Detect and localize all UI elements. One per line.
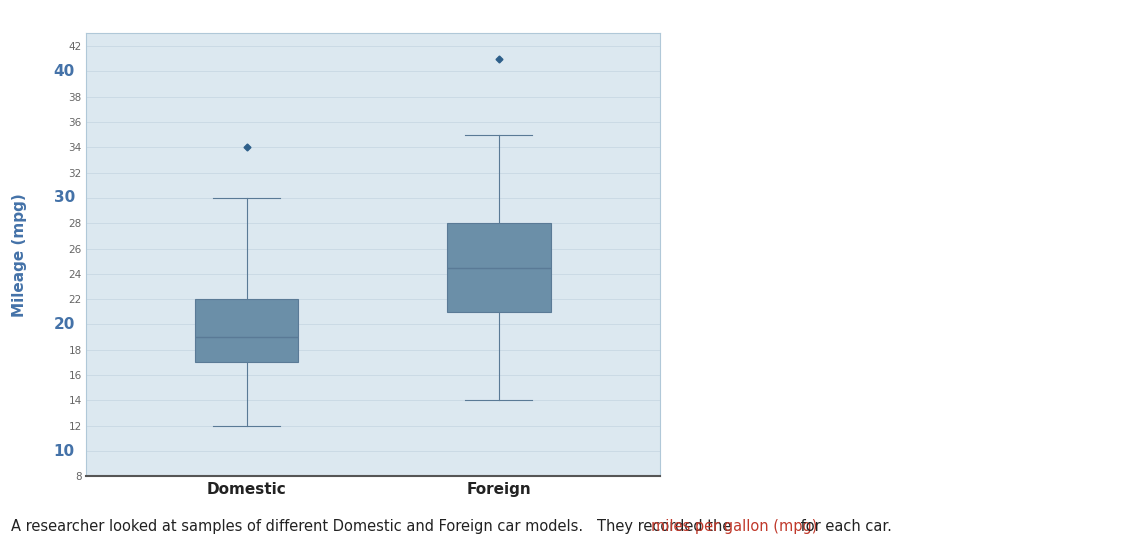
Text: 30: 30 — [54, 191, 75, 206]
Text: 10: 10 — [54, 444, 75, 459]
Text: for each car.: for each car. — [796, 519, 892, 534]
Text: miles per gallon (mpg): miles per gallon (mpg) — [651, 519, 818, 534]
Text: A researcher looked at samples of different Domestic and Foreign car models.   T: A researcher looked at samples of differ… — [11, 519, 736, 534]
FancyBboxPatch shape — [447, 223, 551, 312]
Text: 20: 20 — [54, 317, 75, 332]
Y-axis label: Mileage (mpg): Mileage (mpg) — [11, 193, 26, 317]
FancyBboxPatch shape — [195, 299, 298, 362]
Text: 40: 40 — [54, 64, 75, 79]
